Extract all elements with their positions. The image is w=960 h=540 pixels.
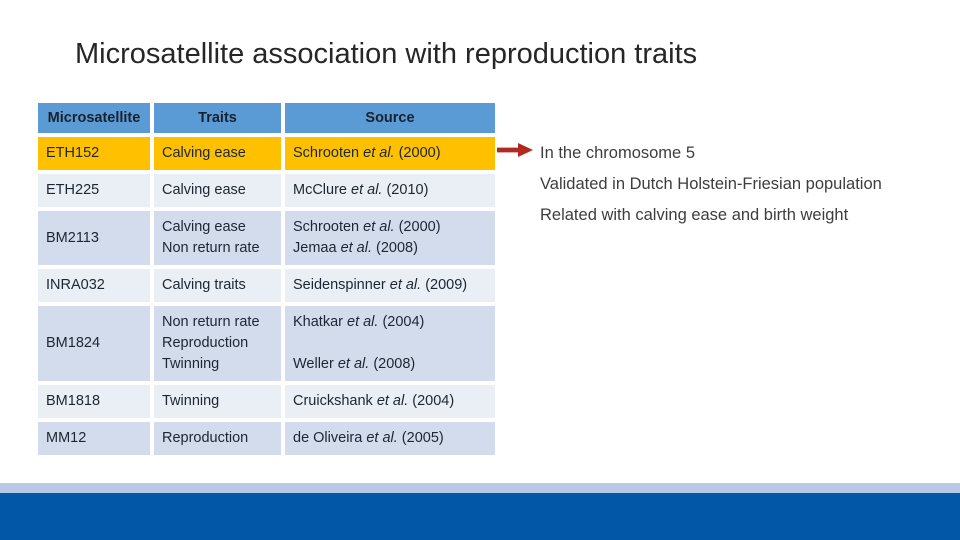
table-row: BM1824 Non return rate Reproduction Twinnin…	[38, 306, 495, 381]
cell-line: Weller et al. (2008)	[293, 356, 416, 372]
footer-accent-bar	[0, 483, 960, 493]
cell-line: Twinning	[162, 356, 220, 372]
traits-cell: Twinning	[154, 385, 281, 418]
table-row: ETH152 Calving ease Schrooten et al. (2000…	[38, 137, 495, 170]
traits-cell: Calving ease	[154, 137, 281, 170]
cell-line: Seidenspinner et al. (2009)	[293, 277, 468, 293]
annotation-line: Validated in Dutch Holstein-Friesian pop…	[540, 175, 882, 193]
cell-line: Reproduction	[162, 335, 249, 351]
cell-line: Schrooten et al. (2000)	[293, 145, 441, 161]
footer-bar	[0, 493, 960, 540]
right-arrow-shape	[497, 143, 533, 157]
cell-line: Reproduction	[162, 430, 249, 446]
source-cell: de Oliveira et al. (2005)	[285, 422, 495, 455]
page-title: Microsatellite association with reproduc…	[75, 38, 698, 70]
table-row: BM2113 Calving ease Non return rate Schroot…	[38, 211, 495, 265]
cell-line: Calving ease	[162, 219, 246, 235]
cell-line: Calving ease	[162, 145, 246, 161]
table-row: ETH225 Calving ease McClure et al. (2010)	[38, 174, 495, 207]
traits-cell: Calving traits	[154, 269, 281, 302]
microsatellite-cell: BM1824	[38, 306, 150, 381]
cell-line: de Oliveira et al. (2005)	[293, 430, 444, 446]
source-cell: Khatkar et al. (2004) Weller et al. (200…	[285, 306, 495, 381]
microsatellite-cell: INRA032	[38, 269, 150, 302]
cell-line: Khatkar et al. (2004)	[293, 314, 425, 330]
microsatellite-cell: ETH152	[38, 137, 150, 170]
cell-line: Twinning	[162, 393, 220, 409]
table-row: MM12 Reproduction de Oliveira et al. (2005…	[38, 422, 495, 455]
table-header-row: Microsatellite Traits Source	[38, 103, 495, 133]
traits-cell: Calving ease	[154, 174, 281, 207]
table-header: Microsatellite Traits Source	[38, 103, 495, 133]
annotation-line: In the chromosome 5	[540, 144, 695, 162]
cell-line: Jemaa et al. (2008)	[293, 240, 418, 256]
annotation-line: Related with calving ease and birth weig…	[540, 206, 849, 224]
source-cell: Seidenspinner et al. (2009)	[285, 269, 495, 302]
cell-line: Calving ease	[162, 182, 246, 198]
right-arrow-icon	[497, 143, 533, 157]
traits-cell: Reproduction	[154, 422, 281, 455]
microsatellite-table: Microsatellite Traits Source ETH152 Calvi…	[34, 99, 499, 459]
microsatellite-cell: BM1818	[38, 385, 150, 418]
source-cell: Schrooten et al. (2000) Jemaa et al. (200…	[285, 211, 495, 265]
cell-line: Schrooten et al. (2000)	[293, 219, 441, 235]
column-header-source: Source	[285, 103, 495, 133]
cell-line: Non return rate	[162, 240, 260, 256]
column-header-traits: Traits	[154, 103, 281, 133]
cell-line: Calving traits	[162, 277, 246, 293]
cell-line: McClure et al. (2010)	[293, 182, 429, 198]
annotation-block: In the chromosome 5 Validated in Dutch H…	[497, 138, 882, 231]
table-row: INRA032 Calving traits Seidenspinner et al…	[38, 269, 495, 302]
microsatellite-cell: BM2113	[38, 211, 150, 265]
column-header-microsatellite: Microsatellite	[38, 103, 150, 133]
cell-line	[293, 333, 487, 354]
source-cell: Schrooten et al. (2000)	[285, 137, 495, 170]
traits-cell: Calving ease Non return rate	[154, 211, 281, 265]
source-cell: McClure et al. (2010)	[285, 174, 495, 207]
table-body: ETH152 Calving ease Schrooten et al. (2000…	[38, 137, 495, 455]
microsatellite-cell: ETH225	[38, 174, 150, 207]
traits-cell: Non return rate Reproduction Twinning	[154, 306, 281, 381]
table-row: BM1818 Twinning Cruickshank et al. (2004)	[38, 385, 495, 418]
cell-line: Non return rate	[162, 314, 260, 330]
annotation-lines: In the chromosome 5 Validated in Dutch H…	[540, 138, 882, 231]
microsatellite-cell: MM12	[38, 422, 150, 455]
cell-line: Cruickshank et al. (2004)	[293, 393, 455, 409]
source-cell: Cruickshank et al. (2004)	[285, 385, 495, 418]
